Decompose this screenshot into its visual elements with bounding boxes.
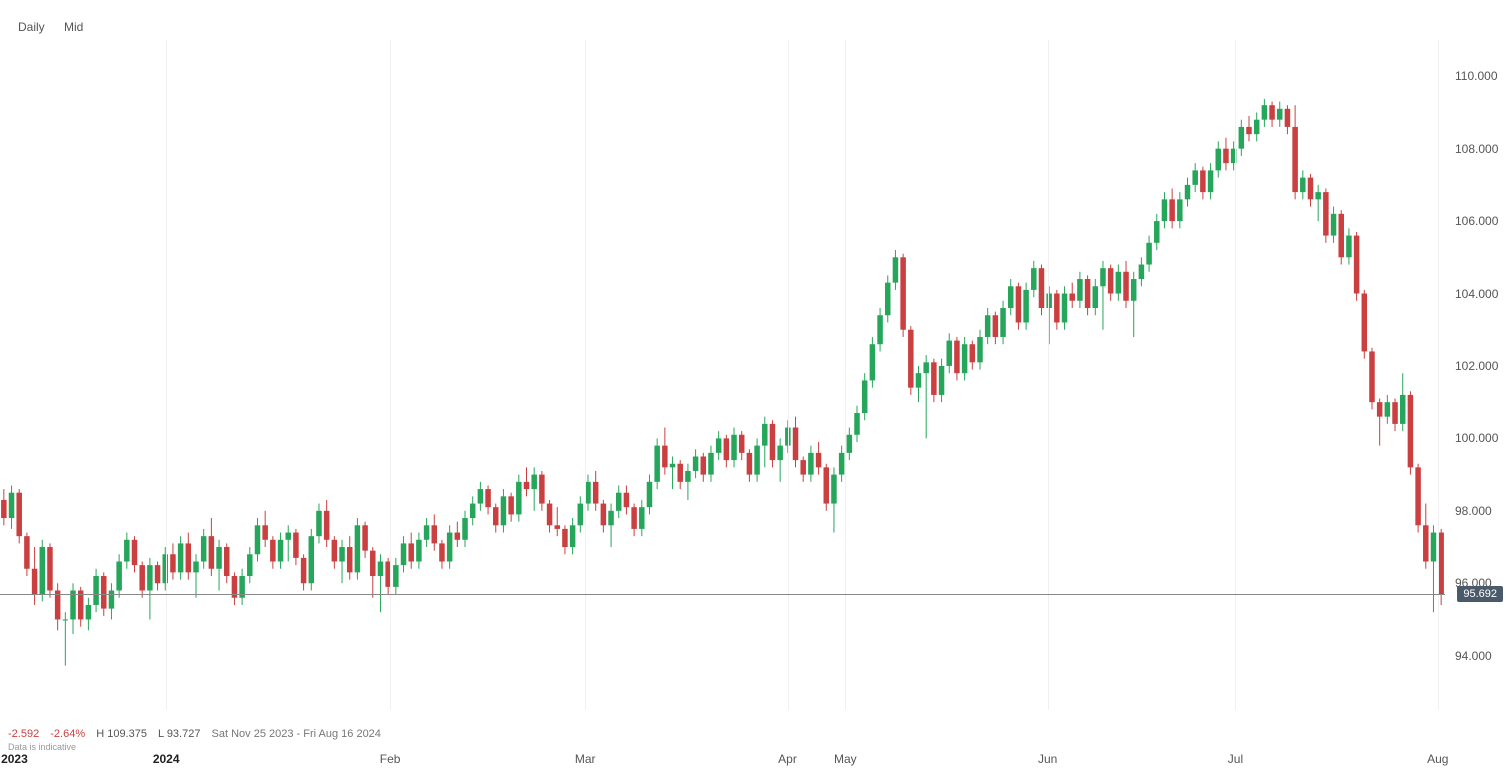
chart-footer: -2.592 -2.64% H 109.375 L 93.727 Sat Nov…	[8, 728, 381, 740]
price-type-label[interactable]: Mid	[64, 20, 83, 34]
change-absolute: -2.592	[8, 728, 39, 740]
y-tick: 100.000	[1455, 431, 1498, 445]
x-tick: Jul	[1228, 752, 1243, 766]
x-tick: 2024	[153, 752, 180, 766]
disclaimer-text: Data is indicative	[8, 742, 76, 752]
x-tick: 2023	[1, 752, 28, 766]
x-axis: 2023 2024 Feb Mar Apr May Jun Jul Aug	[0, 748, 1445, 768]
high-label: H 109.375	[96, 728, 150, 740]
date-range: Sat Nov 25 2023 - Fri Aug 16 2024	[212, 728, 381, 740]
x-tick: May	[834, 752, 857, 766]
y-tick: 98.000	[1455, 504, 1492, 518]
y-tick: 108.000	[1455, 142, 1498, 156]
change-percent: -2.64%	[50, 728, 85, 740]
x-tick: Mar	[575, 752, 596, 766]
current-price-line	[0, 594, 1445, 595]
low-label: L 93.727	[158, 728, 204, 740]
interval-label[interactable]: Daily	[18, 20, 45, 34]
current-price-marker: 95.692	[1457, 586, 1503, 602]
x-tick: Jun	[1038, 752, 1057, 766]
y-tick: 104.000	[1455, 287, 1498, 301]
x-tick: Feb	[380, 752, 401, 766]
y-tick: 110.000	[1455, 69, 1498, 83]
chart-plot-area[interactable]	[0, 40, 1445, 710]
y-tick: 106.000	[1455, 214, 1498, 228]
y-tick: 94.000	[1455, 649, 1492, 663]
y-tick: 102.000	[1455, 359, 1498, 373]
candlestick-svg	[0, 40, 1445, 710]
y-axis: 94.00096.00098.000100.000102.000104.0001…	[1447, 40, 1507, 710]
x-tick: Aug	[1427, 752, 1448, 766]
chart-header: Daily Mid	[18, 20, 99, 34]
x-tick: Apr	[778, 752, 797, 766]
